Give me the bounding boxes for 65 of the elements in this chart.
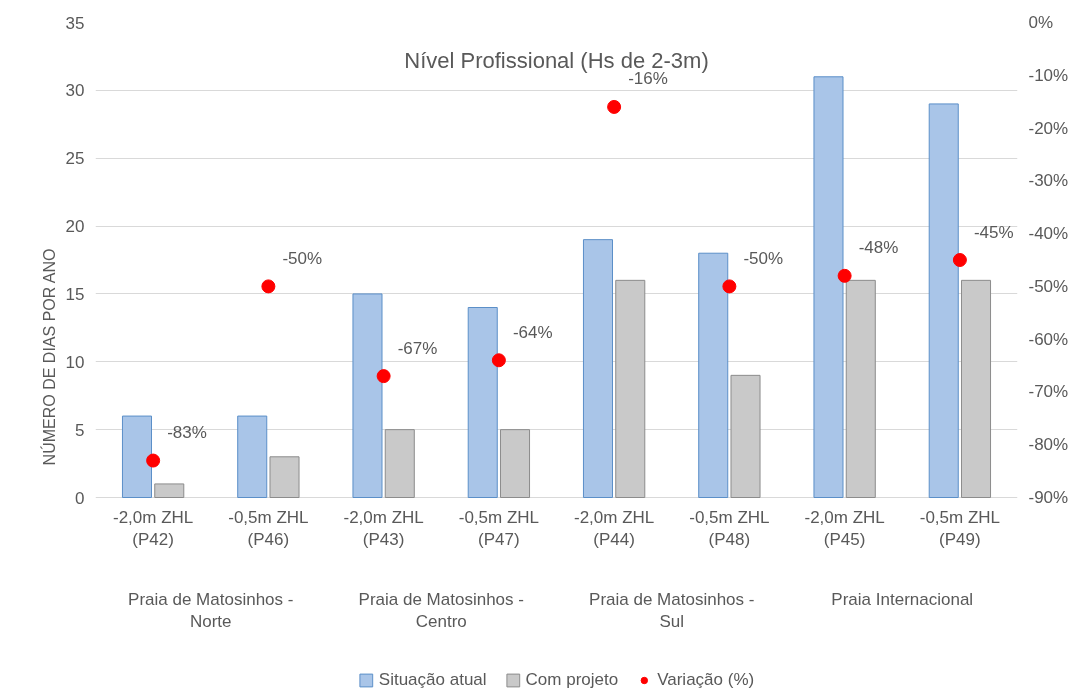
point: [261, 279, 276, 294]
x-tick-label: -2,0m ZHL (P42): [112, 507, 194, 550]
x-tick-label: -0,5m ZHL (P49): [919, 507, 1001, 550]
point: [722, 279, 737, 294]
point: [837, 268, 852, 283]
y2-tick-label: -60%: [1028, 329, 1069, 349]
x-tick-label: -2,0m ZHL (P43): [343, 507, 424, 550]
point: [952, 253, 967, 267]
text: Praia de Matosinhos - Sul: [589, 589, 755, 632]
x-tick-label: -0,5m ZHL (P47): [458, 507, 540, 550]
point: [146, 453, 161, 468]
y-axis-title: NÚMERO DE DIAS POR ANO: [39, 248, 58, 466]
bar: [384, 429, 415, 498]
y-tick-label: 20: [65, 217, 85, 237]
y2-tick-label: -80%: [1028, 435, 1069, 455]
bar: [960, 279, 992, 498]
data-label: -50%: [282, 248, 323, 268]
y-tick-label: 5: [75, 420, 85, 440]
data-label: -45%: [973, 222, 1014, 242]
y2-tick-label: -30%: [1028, 171, 1069, 191]
x-tick-label: -0,5m ZHL (P48): [689, 507, 770, 550]
y-tick-label: 0: [75, 488, 85, 508]
legend-label: Com projeto: [525, 670, 619, 690]
bar: [467, 307, 498, 498]
point: [491, 353, 506, 368]
bar: [121, 415, 153, 498]
data-label: -50%: [743, 248, 784, 268]
bar: [499, 429, 531, 498]
y2-tick-label: -50%: [1028, 276, 1069, 296]
y-tick-label: 15: [65, 284, 85, 304]
x-tick-label: -2,0m ZHL (P45): [804, 507, 885, 550]
y2-tick-label: -40%: [1028, 224, 1069, 244]
y2-tick-label: 0%: [1028, 13, 1054, 32]
bar: [698, 252, 729, 498]
point: [376, 369, 391, 384]
y2-tick-label: -10%: [1028, 65, 1069, 85]
y2-tick-label: -70%: [1028, 382, 1069, 402]
text: Praia de Matosinhos - Norte: [128, 589, 294, 632]
data-label: -48%: [858, 238, 899, 258]
bar: [813, 76, 844, 498]
y-tick-label: 25: [65, 149, 85, 169]
y-tick-label: 30: [65, 81, 85, 101]
data-label: -83%: [167, 423, 207, 443]
bar: [269, 456, 300, 498]
y2-tick-label: -20%: [1028, 118, 1069, 138]
bar: [615, 279, 646, 498]
x-tick-label: -2,0m ZHL (P44): [573, 507, 655, 550]
bar: [730, 374, 761, 498]
y2-tick-label: -90%: [1028, 488, 1069, 507]
data-label: -67%: [397, 338, 438, 358]
bar: [154, 483, 185, 498]
bar: [845, 279, 876, 498]
legend-label: Variação (%): [657, 670, 755, 690]
text: Praia Internacional: [831, 589, 974, 609]
point: [607, 99, 622, 114]
bar: [237, 415, 268, 498]
legend-label: Situação atual: [378, 670, 487, 690]
data-label: -64%: [512, 322, 553, 342]
y-tick-label: 35: [65, 13, 85, 33]
bar: [352, 293, 383, 498]
bar: [928, 103, 959, 498]
x-tick-label: -0,5m ZHL (P46): [228, 507, 309, 550]
bar: [582, 239, 614, 498]
y-tick-label: 10: [65, 352, 85, 372]
text: Praia de Matosinhos - Centro: [358, 589, 524, 632]
